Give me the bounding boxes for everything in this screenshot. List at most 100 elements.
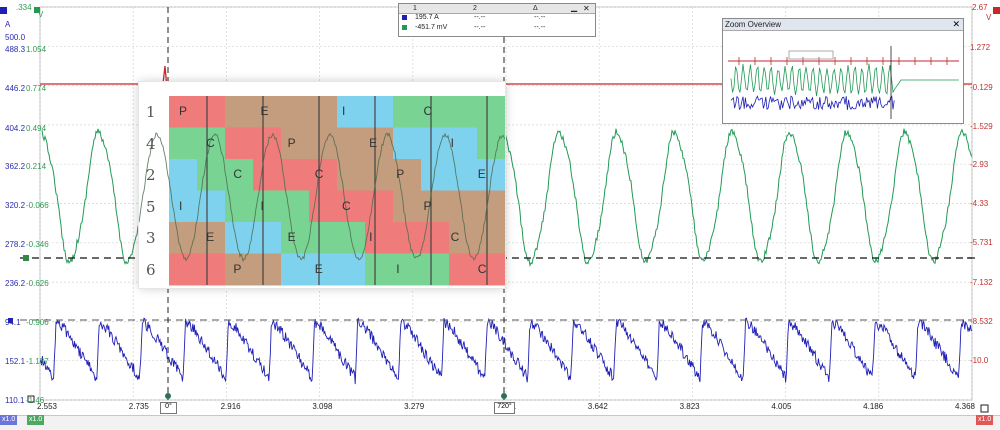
puzzle-tile (281, 96, 310, 128)
right-axis-top: 2.67 (972, 3, 988, 12)
puzzle-tile (449, 159, 478, 191)
puzzle-tile (337, 96, 366, 128)
zoom-window-box[interactable] (788, 50, 834, 60)
green-axis-tick-label: -1.46 (26, 396, 45, 405)
tile-letter: E (314, 261, 323, 276)
puzzle-tile (477, 127, 506, 160)
status-badge[interactable]: x1.0 (976, 415, 994, 425)
zoom-overview-window[interactable]: Zoom Overview ✕ (722, 18, 964, 124)
puzzle-tile (197, 96, 226, 128)
blue-axis-tick-label: 488.3 (5, 45, 26, 54)
green-axis-top: .334 (16, 3, 32, 12)
puzzle-tile (253, 253, 282, 286)
green-axis-tick-label: 0.774 (26, 84, 47, 93)
column-1-header: 1 (413, 5, 417, 12)
status-bar (0, 415, 1000, 430)
row-number: 1 (146, 103, 156, 121)
puzzle-tile (365, 96, 394, 128)
channel-swatch-blue (402, 15, 407, 20)
tile-letter: E (477, 167, 486, 181)
blue-axis-tick-label: 446.2 (5, 84, 26, 93)
minimize-icon[interactable]: ▁ (571, 3, 578, 12)
tile-letter: P (287, 135, 296, 150)
zoom-overview-plot[interactable] (723, 31, 963, 123)
channel-table-window[interactable]: 1 2 Δ ▁ ✕ 195.7 A --.-- --.-- -451.7 mV … (398, 3, 596, 37)
cursor-handle-right[interactable] (501, 393, 507, 399)
puzzle-tile (421, 96, 450, 128)
puzzle-tile (169, 222, 198, 254)
status-badge[interactable]: x1.0 (27, 415, 45, 425)
time-axis-tick-label: 4.368 (954, 402, 976, 411)
puzzle-tile (169, 253, 198, 286)
channel-swatch-green (402, 25, 407, 30)
cursor-label-right[interactable]: 720° (494, 402, 515, 414)
puzzle-tile (421, 222, 450, 254)
blue-axis-tick-label: 236.2 (5, 279, 26, 288)
puzzle-tile (393, 127, 422, 160)
puzzle-tile (197, 222, 226, 254)
blue-trace (39, 317, 973, 385)
tile-letter: C (314, 167, 324, 181)
puzzle-tile (169, 190, 198, 223)
puzzle-tile (365, 159, 394, 191)
puzzle-tile (365, 253, 394, 286)
channel-value: --.-- (474, 24, 486, 31)
puzzle-tile (225, 127, 254, 160)
channel-value: --.-- (474, 14, 486, 21)
puzzle-tile (309, 253, 338, 286)
green-axis-tick-label: 1.054 (26, 45, 47, 54)
puzzle-tile (421, 127, 450, 160)
puzzle-tile (225, 190, 254, 223)
blue-axis-tick-label: 362.2 (5, 162, 26, 171)
right-axis-tick-label: -5.731 (970, 238, 993, 247)
puzzle-tile (337, 159, 366, 191)
green-threshold-handle[interactable] (23, 255, 29, 261)
puzzle-tile (477, 96, 506, 128)
column-2-header: 2 (473, 5, 477, 12)
puzzle-tile (393, 159, 422, 191)
puzzle-tile (197, 190, 226, 223)
close-icon[interactable]: ✕ (952, 19, 960, 29)
close-icon[interactable]: ✕ (583, 4, 590, 13)
right-axis-tick-label: -0.129 (970, 83, 993, 92)
channel-value: 195.7 A (415, 14, 439, 21)
tile-letter: I (260, 198, 264, 213)
time-axis-tick-label: 2.735 (128, 402, 149, 411)
time-axis-tick-label: 3.642 (587, 402, 608, 411)
tile-letter: I (450, 135, 454, 150)
puzzle-tile (393, 222, 422, 254)
puzzle-tile (309, 159, 338, 191)
cursor-label-left[interactable]: 0° (160, 402, 177, 414)
blue-offset-marker (8, 318, 13, 323)
green-axis-tick-label: -0.906 (26, 318, 49, 327)
puzzle-tile (281, 127, 310, 160)
time-axis-tick-label: 3.279 (404, 402, 425, 411)
channel-value: --.-- (534, 14, 546, 21)
puzzle-tile (365, 127, 394, 160)
puzzle-tile (449, 222, 478, 254)
puzzle-tile (169, 96, 198, 128)
puzzle-tile (421, 159, 450, 191)
time-axis-tick-label: 4.186 (863, 402, 884, 411)
green-axis-tick-label: 0.494 (26, 124, 47, 133)
blue-axis-tick-label: 152.1 (5, 357, 26, 366)
row-number: 6 (146, 260, 156, 279)
green-axis-unit: V (38, 10, 44, 19)
puzzle-tile (477, 253, 506, 286)
time-axis-tick-label: 2.553 (36, 402, 58, 411)
time-axis-tick-label: 3.823 (679, 402, 700, 411)
status-badge[interactable]: x1.0 (0, 415, 18, 425)
right-axis-tick-label: -2.93 (970, 160, 989, 169)
blue-axis-tick-label: 500.0 (5, 33, 26, 42)
tile-letter: C (450, 230, 460, 244)
tile-letter: C (233, 167, 242, 181)
cursor-handle-left[interactable] (165, 393, 171, 399)
tile-letter: P (179, 104, 188, 118)
tile-letter: P (233, 261, 242, 276)
tile-letter: C (423, 104, 433, 118)
puzzle-tile (253, 127, 282, 160)
puzzle-tile (337, 253, 366, 286)
tile-letter: I (341, 104, 346, 118)
puzzle-tile (225, 96, 254, 128)
right-axis-tick-label: 1.272 (970, 43, 991, 52)
